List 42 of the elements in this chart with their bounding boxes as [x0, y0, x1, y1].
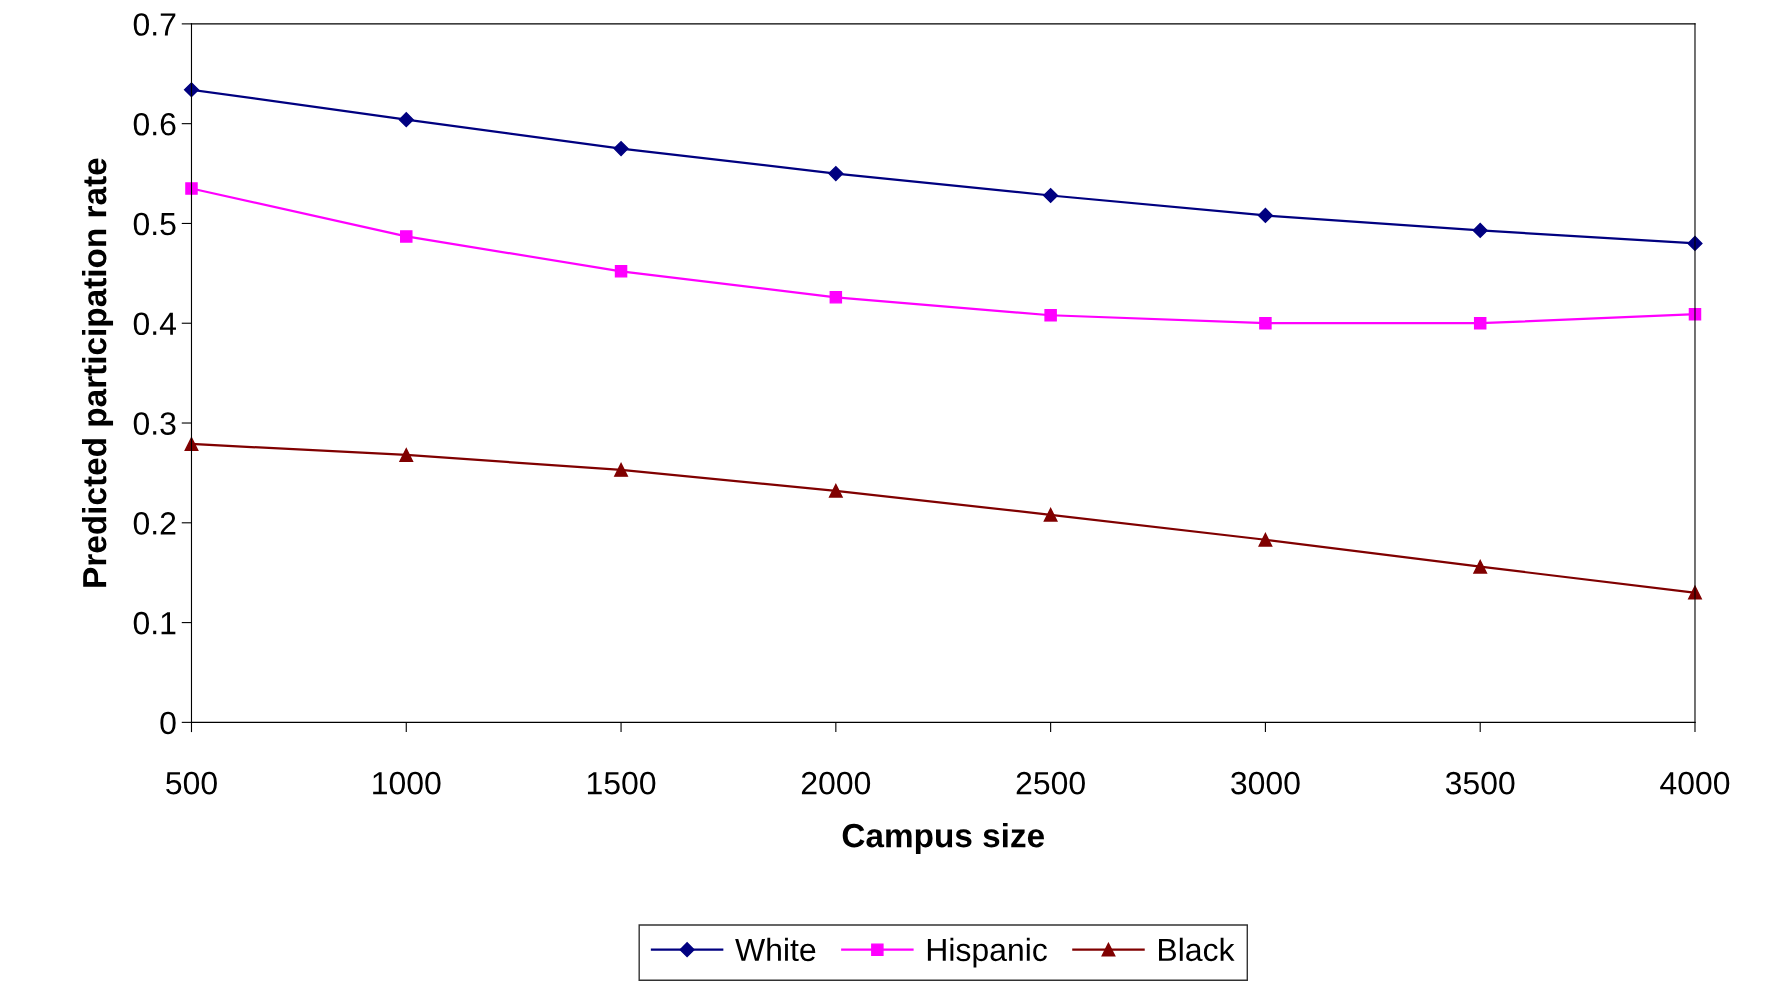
point [1472, 222, 1488, 239]
y-tick-label: 0 [160, 711, 176, 735]
legend-label: White [735, 937, 816, 962]
point [1044, 308, 1057, 322]
point [614, 265, 628, 278]
x-tick-label: 1500 [587, 771, 656, 795]
point [184, 437, 199, 451]
point [398, 112, 414, 128]
point [828, 483, 843, 498]
legend-label: Hispanic [927, 937, 1047, 968]
y-tick-label: 0.5 [133, 212, 176, 236]
y-axis-title: Predicted participation rate [81, 158, 114, 587]
point [828, 165, 844, 182]
x-tick-label: 2500 [1016, 771, 1085, 795]
point [183, 82, 200, 98]
x-tick-label: 2000 [801, 771, 871, 795]
x-axis-title: Campus size [842, 822, 1044, 855]
point [1473, 559, 1488, 574]
point [1259, 316, 1272, 330]
point [1473, 316, 1487, 330]
x-tick-label: 500 [166, 771, 217, 795]
y-tick-label: 0.3 [133, 412, 176, 435]
point [399, 448, 414, 462]
point [1043, 507, 1058, 522]
x-tick-label: 4000 [1660, 771, 1730, 795]
point [1258, 532, 1273, 547]
x-tick-label: 3500 [1445, 771, 1515, 795]
point [829, 291, 843, 304]
y-tick-label: 0.1 [133, 611, 176, 635]
legend-label: Black [1159, 937, 1235, 962]
y-tick-label: 0.7 [133, 13, 176, 36]
point [185, 182, 198, 195]
y-tick-label: 0.4 [133, 312, 176, 336]
x-tick-label: 3000 [1231, 771, 1300, 795]
point [1257, 207, 1273, 224]
point [1043, 187, 1059, 204]
y-tick-label: 0.6 [133, 112, 176, 136]
point [613, 141, 629, 157]
y-tick-label: 0.2 [133, 512, 176, 535]
point [400, 230, 413, 243]
point [614, 462, 629, 477]
x-tick-label: 1000 [373, 771, 441, 795]
